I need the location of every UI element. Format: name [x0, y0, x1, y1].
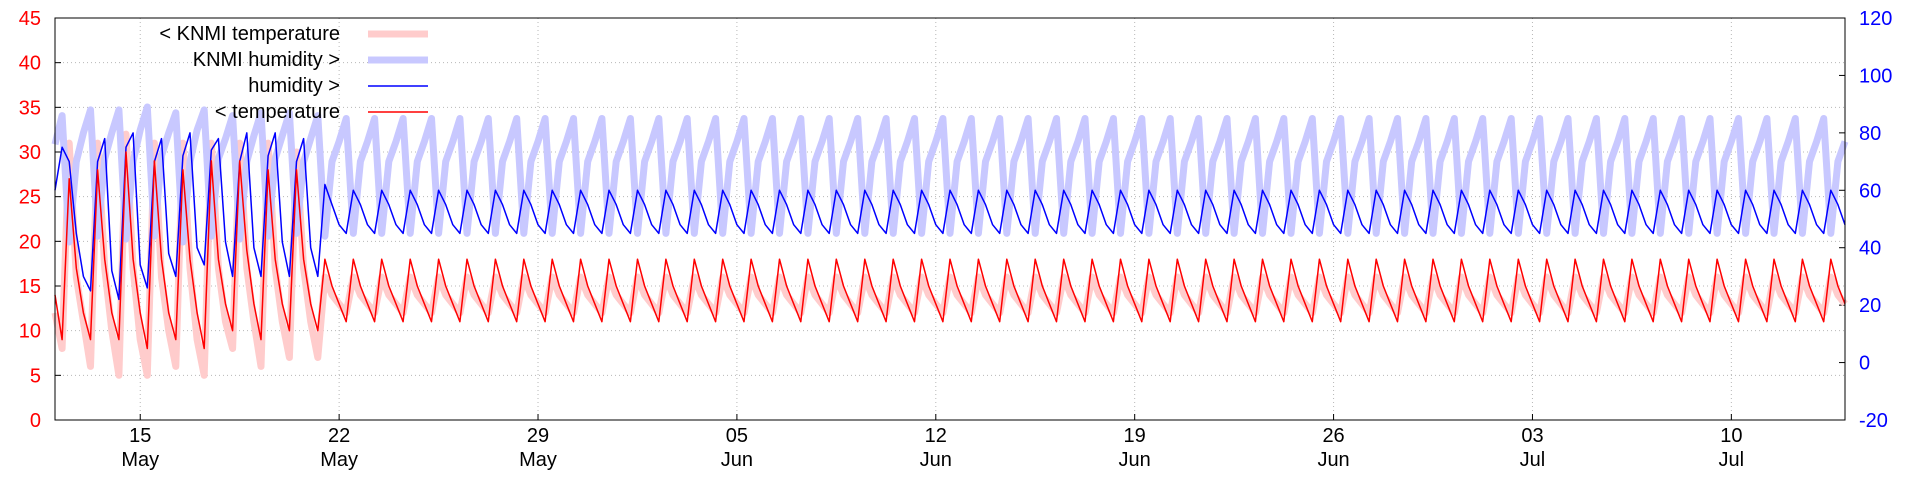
y-right-tick-label: 100 [1859, 65, 1892, 87]
x-tick-day-label: 15 [129, 425, 151, 447]
x-tick-day-label: 10 [1720, 425, 1742, 447]
y-right-tick-label: 80 [1859, 123, 1881, 145]
y-right-tick-label: 60 [1859, 180, 1881, 202]
x-tick-day-label: 05 [726, 425, 748, 447]
y-left-tick-label: 10 [19, 321, 41, 343]
y-right-tick-label: -20 [1859, 410, 1888, 432]
x-tick-month-label: May [519, 449, 557, 471]
y-left-tick-label: 15 [19, 276, 41, 298]
x-tick-month-label: Jul [1520, 449, 1546, 471]
y-left-tick-label: 25 [19, 187, 41, 209]
legend-label: < temperature [215, 101, 340, 123]
x-tick-day-label: 03 [1521, 425, 1543, 447]
legend-label: < KNMI temperature [159, 23, 340, 45]
y-right-tick-label: 0 [1859, 353, 1870, 375]
x-tick-day-label: 22 [328, 425, 350, 447]
y-left-tick-label: 30 [19, 142, 41, 164]
legend-label: KNMI humidity > [193, 49, 340, 71]
legend-label: humidity > [248, 75, 340, 97]
y-right-tick-label: 20 [1859, 295, 1881, 317]
y-left-tick-label: 0 [30, 410, 41, 432]
x-tick-month-label: May [121, 449, 159, 471]
x-tick-month-label: May [320, 449, 358, 471]
x-tick-month-label: Jun [1119, 449, 1151, 471]
y-left-tick-label: 20 [19, 231, 41, 253]
x-tick-month-label: Jul [1719, 449, 1745, 471]
x-tick-day-label: 26 [1322, 425, 1344, 447]
y-right-tick-label: 120 [1859, 8, 1892, 30]
x-tick-month-label: Jun [1317, 449, 1349, 471]
y-right-tick-label: 40 [1859, 238, 1881, 260]
y-left-tick-label: 45 [19, 8, 41, 30]
y-left-tick-label: 40 [19, 53, 41, 75]
series-line-2 [54, 132, 1846, 301]
y-left-tick-label: 35 [19, 97, 41, 119]
plot-frame [54, 17, 1846, 421]
x-tick-month-label: Jun [920, 449, 952, 471]
x-tick-month-label: Jun [721, 449, 753, 471]
x-tick-day-label: 29 [527, 425, 549, 447]
y-left-tick-label: 5 [30, 365, 41, 387]
series-line-1 [51, 103, 1849, 246]
x-tick-day-label: 19 [1124, 425, 1146, 447]
series-line-3 [54, 151, 1846, 350]
series-line-0 [51, 130, 1848, 379]
x-tick-day-label: 12 [925, 425, 947, 447]
